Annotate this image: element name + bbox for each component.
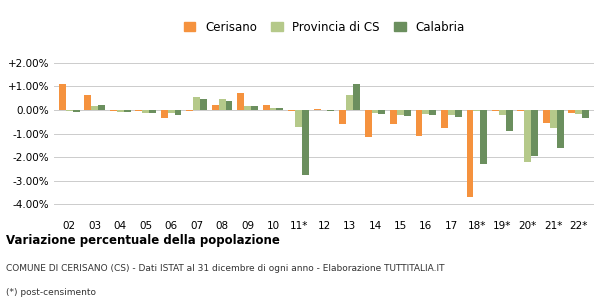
Bar <box>66 110 73 111</box>
Bar <box>499 110 506 115</box>
Bar <box>187 110 193 111</box>
Bar <box>582 110 589 118</box>
Bar <box>371 110 379 113</box>
Bar <box>91 106 98 110</box>
Bar <box>226 100 232 110</box>
Bar <box>328 110 334 111</box>
Bar <box>314 109 320 110</box>
Bar <box>161 110 168 118</box>
Bar <box>455 110 461 116</box>
Bar <box>517 110 524 111</box>
Bar <box>175 110 181 115</box>
Bar <box>346 94 353 110</box>
Bar <box>277 108 283 110</box>
Bar <box>365 110 371 136</box>
Bar <box>237 93 244 110</box>
Bar <box>397 110 404 115</box>
Bar <box>263 105 269 110</box>
Bar <box>98 105 105 110</box>
Bar <box>59 83 66 110</box>
Bar <box>480 110 487 164</box>
Bar <box>441 110 448 128</box>
Bar <box>149 110 156 113</box>
Bar <box>136 110 142 111</box>
Bar <box>251 106 258 110</box>
Bar <box>73 110 80 112</box>
Bar <box>244 106 251 110</box>
Bar <box>288 110 295 111</box>
Bar <box>492 110 499 111</box>
Bar <box>430 110 436 115</box>
Bar <box>295 110 302 127</box>
Bar <box>269 108 277 110</box>
Bar <box>473 110 480 111</box>
Bar <box>404 110 411 116</box>
Bar <box>117 110 124 112</box>
Bar <box>543 110 550 123</box>
Bar <box>193 97 200 110</box>
Bar <box>531 110 538 156</box>
Bar <box>422 110 430 114</box>
Bar <box>575 110 582 114</box>
Bar <box>339 110 346 124</box>
Bar <box>124 110 131 112</box>
Text: (*) post-censimento: (*) post-censimento <box>6 288 96 297</box>
Bar <box>416 110 422 136</box>
Bar <box>218 99 226 110</box>
Bar <box>524 110 531 162</box>
Bar <box>168 110 175 113</box>
Bar <box>379 110 385 114</box>
Bar <box>302 110 309 175</box>
Text: Variazione percentuale della popolazione: Variazione percentuale della popolazione <box>6 234 280 247</box>
Bar <box>110 110 117 111</box>
Legend: Cerisano, Provincia di CS, Calabria: Cerisano, Provincia di CS, Calabria <box>184 21 464 34</box>
Bar <box>506 110 512 131</box>
Bar <box>448 110 455 115</box>
Bar <box>212 105 218 110</box>
Bar <box>467 110 473 197</box>
Bar <box>200 99 207 110</box>
Bar <box>142 110 149 113</box>
Bar <box>550 110 557 128</box>
Text: COMUNE DI CERISANO (CS) - Dati ISTAT al 31 dicembre di ogni anno - Elaborazione : COMUNE DI CERISANO (CS) - Dati ISTAT al … <box>6 264 445 273</box>
Bar <box>568 110 575 113</box>
Bar <box>85 94 91 110</box>
Bar <box>353 85 360 110</box>
Bar <box>557 110 563 148</box>
Bar <box>390 110 397 124</box>
